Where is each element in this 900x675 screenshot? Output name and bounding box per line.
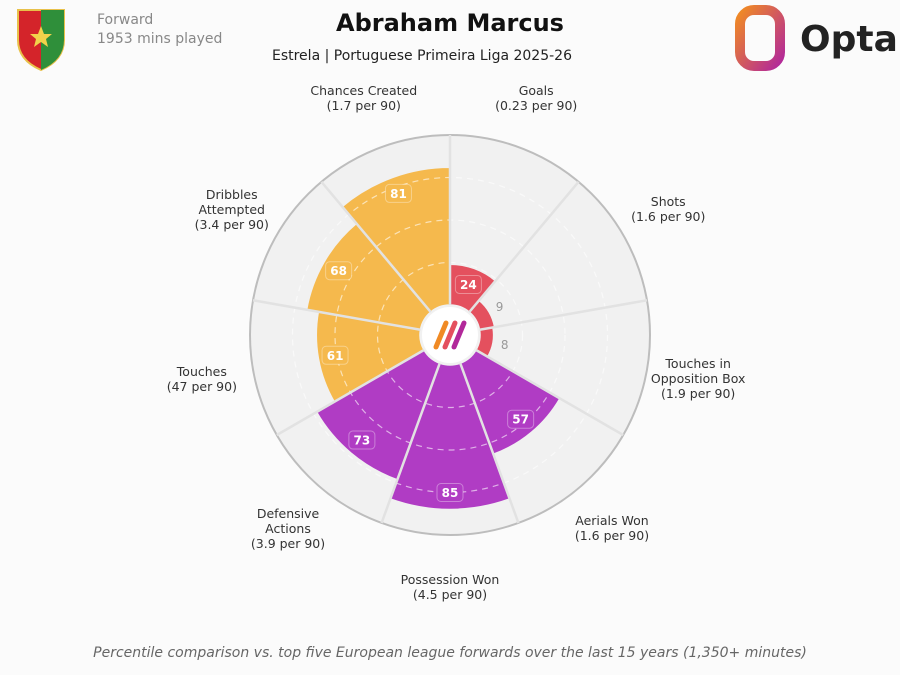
category-label: Goals (0.23 per 90) <box>486 83 586 113</box>
category-name: Touches <box>176 363 227 379</box>
category-per90: (4.5 per 90) <box>412 587 488 602</box>
category-name: Goals <box>518 83 554 99</box>
value-label-bg <box>321 345 349 365</box>
value-label-bg <box>436 483 464 502</box>
separator <box>459 362 520 524</box>
separator <box>380 362 441 524</box>
category-per90: (47 per 90) <box>166 378 237 394</box>
value-label-bg <box>348 430 376 450</box>
separator <box>276 348 425 437</box>
category-name: Dribbles Attempted <box>198 186 265 217</box>
value-label: 73 <box>354 434 371 448</box>
value-label: 8 <box>501 338 509 352</box>
opta-logo-mark <box>735 5 785 71</box>
separator <box>468 180 580 313</box>
center-stripe <box>442 320 458 350</box>
value-label-bg <box>325 261 353 281</box>
chart-subtitle: Estrela | Portuguese Primeira Liga 2025-… <box>272 48 572 64</box>
category-per90: (3.9 per 90) <box>250 535 326 551</box>
chart-title: Abraham Marcus <box>336 9 564 37</box>
bar <box>305 222 432 331</box>
category-per90: (0.23 per 90) <box>495 98 578 114</box>
category-label: Defensive Actions (3.9 per 90) <box>248 506 328 551</box>
bar <box>341 166 451 314</box>
minutes: 1953 mins played <box>97 31 222 47</box>
value-label: 9 <box>496 300 504 314</box>
bar <box>389 362 511 511</box>
value-label-bg <box>454 274 482 294</box>
value-label-bg <box>384 183 412 203</box>
category-name: Touches in Opposition Box <box>650 356 746 387</box>
center-stripe <box>433 320 449 350</box>
value-label: 57 <box>512 413 529 427</box>
category-name: Chances Created <box>310 83 418 99</box>
category-label: Touches (47 per 90) <box>152 364 252 394</box>
value-label: 85 <box>442 486 459 500</box>
category-per90: (1.6 per 90) <box>631 209 706 224</box>
category-name: Defensive Actions <box>256 505 320 536</box>
separator <box>475 348 624 437</box>
value-label: 61 <box>327 349 344 363</box>
bar <box>315 310 426 403</box>
category-per90: (1.6 per 90) <box>574 528 650 544</box>
value-label: 68 <box>330 264 347 278</box>
category-name: Possession Won <box>400 572 500 587</box>
category-name: Aerials Won <box>575 513 649 529</box>
category-label: Aerials Won (1.6 per 90) <box>562 513 662 543</box>
category-label: Dribbles Attempted (3.4 per 90) <box>187 187 277 232</box>
value-label: 81 <box>390 187 407 201</box>
footnote: Percentile comparison vs. top five Europ… <box>93 645 807 661</box>
brand: Opta <box>800 19 898 60</box>
category-per90: (3.4 per 90) <box>194 216 269 232</box>
category-label: Shots (1.6 per 90) <box>618 194 718 224</box>
category-label: Chances Created (1.7 per 90) <box>304 83 424 113</box>
category-per90: (1.9 per 90) <box>661 386 736 402</box>
center-stripe <box>451 320 467 350</box>
club-crest <box>17 9 65 72</box>
category-name: Shots <box>650 194 686 209</box>
value-label: 24 <box>460 278 477 292</box>
separator <box>320 180 432 313</box>
separator <box>479 299 648 332</box>
value-label-bg <box>507 409 535 429</box>
separator <box>252 299 421 332</box>
category-per90: (1.7 per 90) <box>326 98 401 114</box>
category-label: Touches in Opposition Box (1.9 per 90) <box>643 356 753 401</box>
position: Forward <box>97 12 153 28</box>
category-label: Possession Won (4.5 per 90) <box>390 572 510 602</box>
